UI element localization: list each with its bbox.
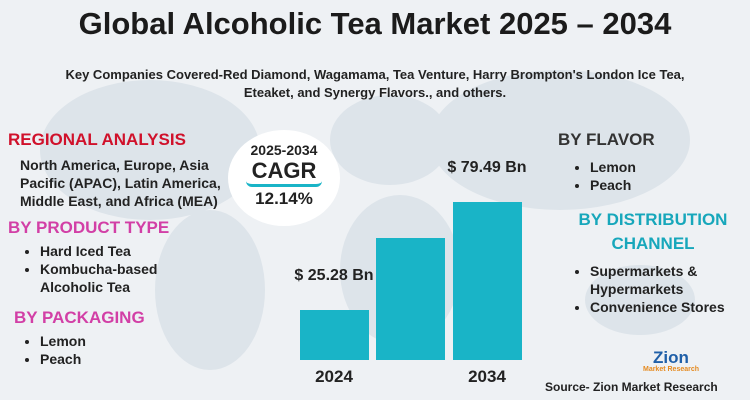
- cagr-value: 12.14%: [255, 189, 313, 208]
- logo: Zion Market Research: [636, 348, 706, 373]
- bar: [376, 238, 445, 360]
- list-item: Lemon: [590, 158, 748, 176]
- list-item: Peach: [590, 176, 748, 194]
- section-heading: BY PACKAGING: [14, 308, 145, 327]
- list: LemonPeach: [558, 158, 748, 194]
- list-item: Convenience Stores: [590, 298, 748, 316]
- list: LemonPeach: [8, 332, 223, 368]
- cagr-period: 2025-2034: [250, 142, 318, 158]
- left-panel: REGIONAL ANALYSIS North America, Europe,…: [8, 130, 223, 368]
- logo-tagline: Market Research: [642, 366, 700, 373]
- bar: [453, 202, 522, 360]
- section-heading: BY DISTRIBUTION CHANNEL: [578, 210, 728, 253]
- section-heading: BY FLAVOR: [558, 130, 655, 149]
- cagr-label: CAGR: [245, 158, 323, 187]
- value-label: $ 79.49 Bn: [447, 159, 527, 176]
- value-label: $ 25.28 Bn: [294, 266, 374, 284]
- cagr-badge: 2025-2034 CAGR 12.14%: [228, 130, 340, 226]
- list-item: Hard Iced Tea: [40, 242, 223, 260]
- section-heading: BY PRODUCT TYPE: [8, 218, 170, 237]
- list-item: Lemon: [40, 332, 223, 350]
- list: Supermarkets & HypermarketsConvenience S…: [558, 262, 748, 316]
- subtitle: Key Companies Covered-Red Diamond, Wagam…: [65, 67, 685, 100]
- source: Source- Zion Market Research: [545, 380, 718, 394]
- list-item: Supermarkets & Hypermarkets: [590, 262, 748, 298]
- bar: [300, 309, 369, 360]
- section-text: North America, Europe, Asia Pacific (APA…: [20, 157, 221, 209]
- title: Global Alcoholic Tea Market 2025 – 2034: [78, 6, 672, 41]
- list-item: Kombucha-based Alcoholic Tea: [40, 260, 223, 296]
- list: Hard Iced TeaKombucha-based Alcoholic Te…: [8, 242, 223, 296]
- list-item: Peach: [40, 350, 223, 368]
- section-heading: REGIONAL ANALYSIS: [8, 130, 186, 149]
- x-tick-label: 2034: [468, 367, 506, 386]
- x-tick-label: 2024: [315, 367, 353, 386]
- right-panel: BY FLAVOR LemonPeach BY DISTRIBUTION CHA…: [558, 130, 748, 316]
- logo-name: Zion: [653, 348, 689, 367]
